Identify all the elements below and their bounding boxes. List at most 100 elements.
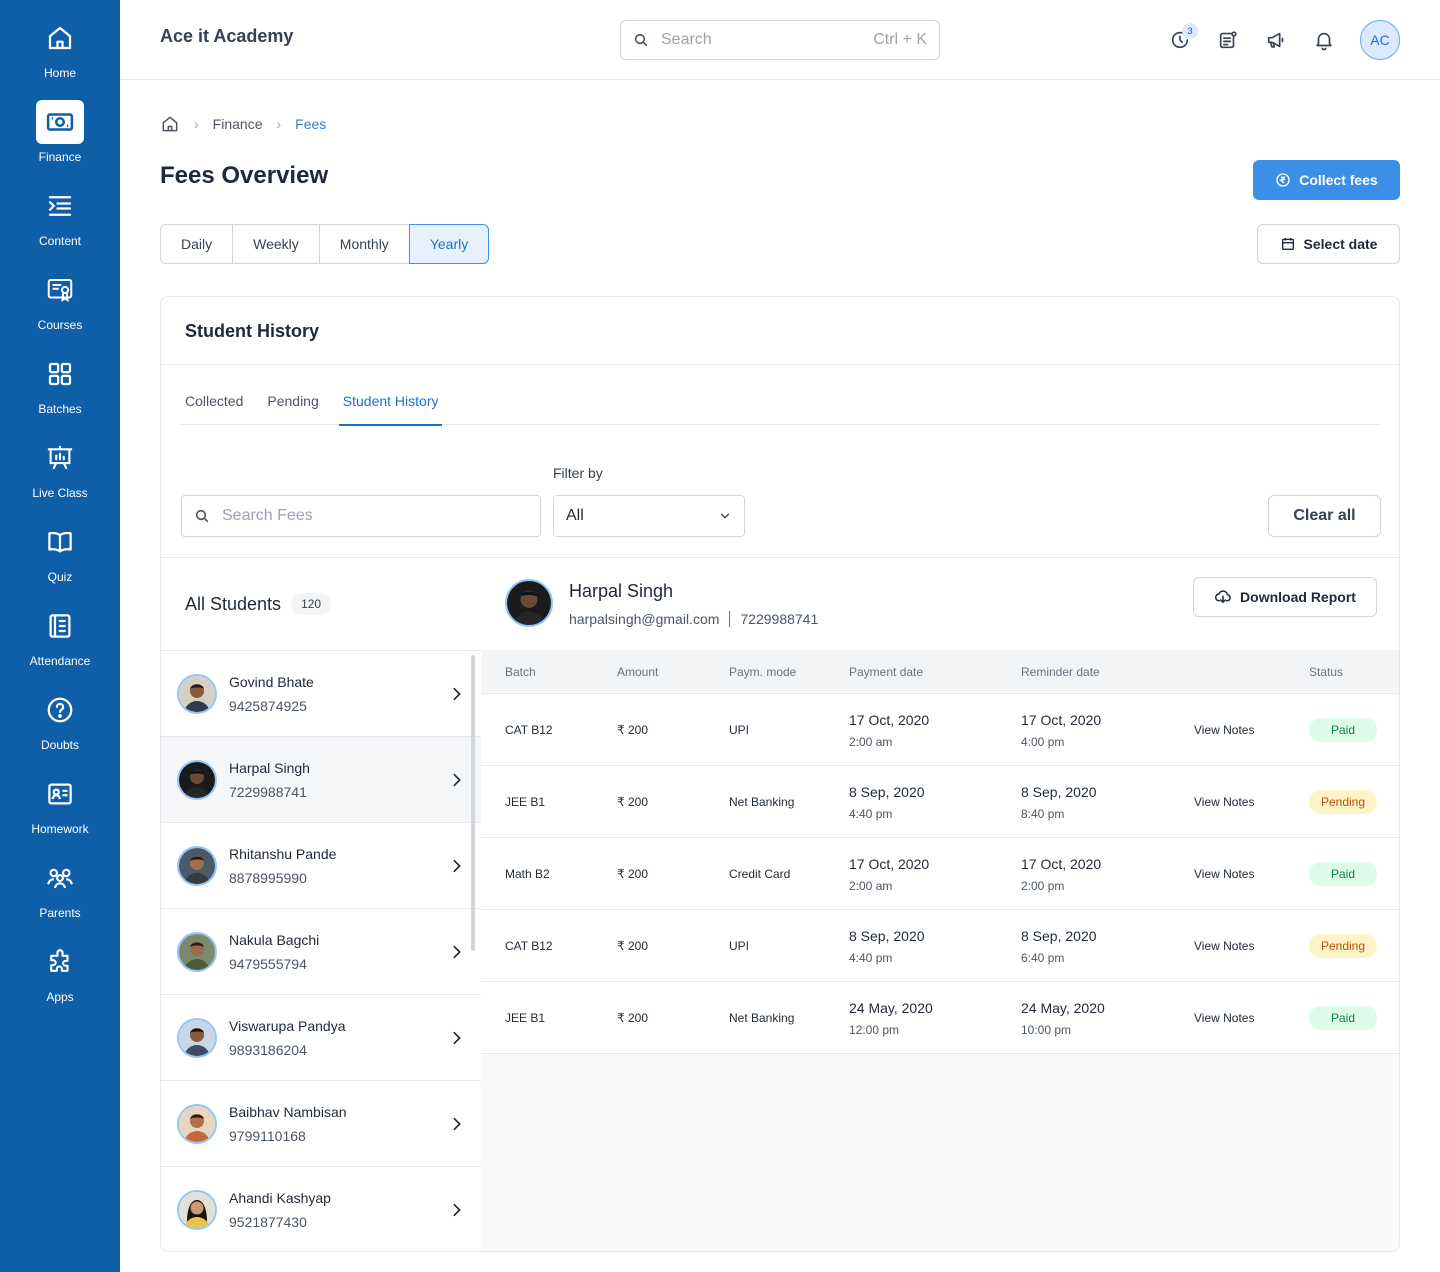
sidebar-item-finance[interactable]: Finance <box>0 84 120 168</box>
calendar-icon <box>1281 238 1294 250</box>
divider <box>729 611 731 627</box>
cell-payment-date: 8 Sep, 2020 4:40 pm <box>849 928 925 965</box>
home-icon[interactable] <box>160 114 180 134</box>
cell-reminder-date: 17 Oct, 2020 2:00 pm <box>1021 856 1101 893</box>
cell-reminder-date: 17 Oct, 2020 4:00 pm <box>1021 712 1101 749</box>
sidebar-item-parents[interactable]: Parents <box>0 840 120 924</box>
selected-student-phone: 7229988741 <box>740 611 819 627</box>
search-fees-input[interactable] <box>222 507 528 525</box>
cell-batch: JEE B1 <box>505 1011 546 1025</box>
view-notes-link[interactable]: View Notes <box>1194 723 1255 737</box>
collect-fees-label: Collect fees <box>1299 172 1378 188</box>
student-list-scrollbar[interactable] <box>471 655 475 951</box>
tab-pending[interactable]: Pending <box>267 393 319 409</box>
announcements-button[interactable] <box>1252 20 1300 60</box>
user-avatar[interactable]: AC <box>1360 20 1400 60</box>
sidebar-item-homework[interactable]: Homework <box>0 756 120 840</box>
payment-date: 17 Oct, 2020 <box>849 856 930 872</box>
reminder-time: 8:40 pm <box>1021 807 1065 821</box>
all-students-header: All Students 120 <box>185 593 332 615</box>
notifications-button[interactable] <box>1300 20 1348 60</box>
avatar <box>177 1017 217 1058</box>
sidebar-item-live-class[interactable]: Live Class <box>0 420 120 504</box>
student-phone: 9479555794 <box>229 955 307 972</box>
status-badge: Paid <box>1309 1006 1377 1030</box>
history-tabs: Collected Pending Student History <box>181 377 1381 426</box>
content-icon <box>36 184 84 228</box>
view-notes-link[interactable]: View Notes <box>1194 795 1255 809</box>
view-notes-link[interactable]: View Notes <box>1194 1011 1255 1025</box>
select-date-label: Select date <box>1303 236 1378 252</box>
history-button[interactable]: 3 <box>1156 20 1204 60</box>
view-notes-link[interactable]: View Notes <box>1194 939 1255 953</box>
table-header: Batch Amount Paym. mode Payment date Rem… <box>481 650 1399 694</box>
sidebar-item-batches[interactable]: Batches <box>0 336 120 420</box>
payment-time: 2:00 am <box>849 735 893 749</box>
status-badge: Pending <box>1309 790 1377 814</box>
column-header-status: Status <box>1309 665 1344 679</box>
homework-icon <box>36 772 84 816</box>
tasks-button[interactable] <box>1204 20 1252 60</box>
student-row[interactable]: Govind Bhate 9425874925 <box>161 651 481 737</box>
student-name: Viswarupa Pandya <box>229 1017 346 1034</box>
student-row[interactable]: Ahandi Kashyap 9521877430 <box>161 1167 481 1251</box>
reminder-date: 24 May, 2020 <box>1021 1000 1105 1016</box>
card-title: Student History <box>185 321 320 341</box>
filter-select-value: All <box>566 507 584 524</box>
cell-amount: ₹ 200 <box>617 723 648 737</box>
sidebar-item-attendance[interactable]: Attendance <box>0 588 120 672</box>
chevron-down-icon <box>720 513 730 519</box>
download-report-button[interactable]: Download Report <box>1193 577 1377 617</box>
student-row[interactable]: Nakula Bagchi 9479555794 <box>161 909 481 995</box>
chevron-right-icon <box>453 1031 461 1044</box>
top-header: Ace it Academy Ctrl + K 3 AC <box>120 0 1440 80</box>
student-row[interactable]: Viswarupa Pandya 9893186204 <box>161 995 481 1081</box>
payment-date: 8 Sep, 2020 <box>849 928 925 944</box>
parents-icon <box>36 856 84 900</box>
sidebar-item-courses[interactable]: Courses <box>0 252 120 336</box>
period-tab-yearly[interactable]: Yearly <box>408 224 490 264</box>
sidebar-label: Doubts <box>40 738 80 752</box>
divider <box>161 650 481 651</box>
cell-reminder-date: 8 Sep, 2020 6:40 pm <box>1021 928 1097 965</box>
chevron-right-icon <box>453 687 461 700</box>
cell-payment-date: 17 Oct, 2020 2:00 am <box>849 712 929 749</box>
tab-collected[interactable]: Collected <box>185 393 244 409</box>
sidebar-item-home[interactable]: Home <box>0 0 120 84</box>
sidebar-item-apps[interactable]: Apps <box>0 924 120 1008</box>
sidebar-item-quiz[interactable]: Quiz <box>0 504 120 588</box>
period-tab-weekly[interactable]: Weekly <box>232 224 320 264</box>
cell-payment-date: 24 May, 2020 12:00 pm <box>849 1000 933 1037</box>
column-header-reminder-date: Reminder date <box>1021 665 1100 679</box>
chevron-right-icon <box>453 773 461 786</box>
period-tab-monthly[interactable]: Monthly <box>318 224 410 264</box>
period-tab-daily[interactable]: Daily <box>160 224 234 264</box>
sidebar-label: Live Class <box>32 486 88 500</box>
cell-payment-mode: UPI <box>729 723 750 737</box>
student-row[interactable]: Harpal Singh 7229988741 <box>161 737 481 823</box>
app-title: Ace it Academy <box>160 26 294 46</box>
courses-icon <box>36 268 84 312</box>
global-search-input[interactable] <box>661 31 874 49</box>
tab-student-history[interactable]: Student History <box>338 377 443 426</box>
students-count-badge: 120 <box>291 593 332 615</box>
breadcrumb-fees[interactable]: Fees <box>295 116 327 132</box>
student-name: Harpal Singh <box>229 759 310 776</box>
student-row[interactable]: Rhitanshu Pande 8878995990 <box>161 823 481 909</box>
clear-all-button[interactable]: Clear all <box>1268 495 1381 537</box>
breadcrumb-finance[interactable]: Finance <box>212 116 263 132</box>
filter-select[interactable]: All <box>553 495 745 537</box>
payment-date: 17 Oct, 2020 <box>849 712 930 728</box>
search-fees-field[interactable] <box>181 495 541 537</box>
select-date-button[interactable]: Select date <box>1257 224 1400 264</box>
student-row[interactable]: Baibhav Nambisan 9799110168 <box>161 1081 481 1167</box>
divider <box>161 557 1399 558</box>
global-search[interactable]: Ctrl + K <box>620 20 940 60</box>
status-badge: Pending <box>1309 934 1377 958</box>
reminder-date: 8 Sep, 2020 <box>1021 928 1097 944</box>
sidebar-item-doubts[interactable]: Doubts <box>0 672 120 756</box>
view-notes-link[interactable]: View Notes <box>1194 867 1255 881</box>
collect-fees-button[interactable]: Collect fees <box>1253 160 1400 200</box>
selected-student-email: harpalsingh@gmail.com <box>569 611 720 627</box>
sidebar-item-content[interactable]: Content <box>0 168 120 252</box>
